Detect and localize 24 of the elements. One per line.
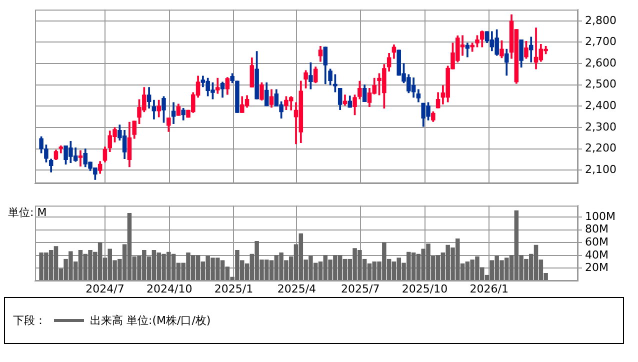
x-tick-label: 2024/7 (86, 282, 124, 296)
y-tick-label: 2,800 (585, 14, 616, 27)
legend-title: 下段： (13, 313, 46, 328)
x-tick-label: 2025/10 (402, 282, 448, 296)
x-tick-label: 2024/10 (146, 282, 192, 296)
y-tick-label: 2,500 (585, 78, 616, 91)
y-tick-label: 60M (585, 236, 608, 249)
x-tick-label: 2025/7 (341, 282, 380, 296)
y-tick-label: 2,100 (585, 163, 616, 176)
x-tick-label: 2025/4 (277, 282, 316, 296)
y-tick-label: 2,300 (585, 120, 616, 134)
y-tick-label: 2,400 (585, 99, 616, 112)
y-tick-label: 100M (585, 210, 616, 223)
legend-label: 出来高 単位:(M株/口/枚) (90, 313, 211, 328)
x-tick-label: 2025/1 (214, 282, 254, 296)
x-tick-label: 2026/1 (470, 282, 508, 296)
candlestick (78, 150, 83, 166)
y-tick-label: 40M (585, 248, 608, 262)
y-tick-label: 2,600 (585, 56, 616, 70)
y-tick-label: 80M (585, 222, 608, 236)
y-tick-label: 2,200 (585, 142, 616, 155)
y-tick-label: 20M (585, 261, 608, 274)
annotation: 単位: M (8, 206, 47, 219)
y-tick-label: 2,700 (585, 35, 616, 48)
